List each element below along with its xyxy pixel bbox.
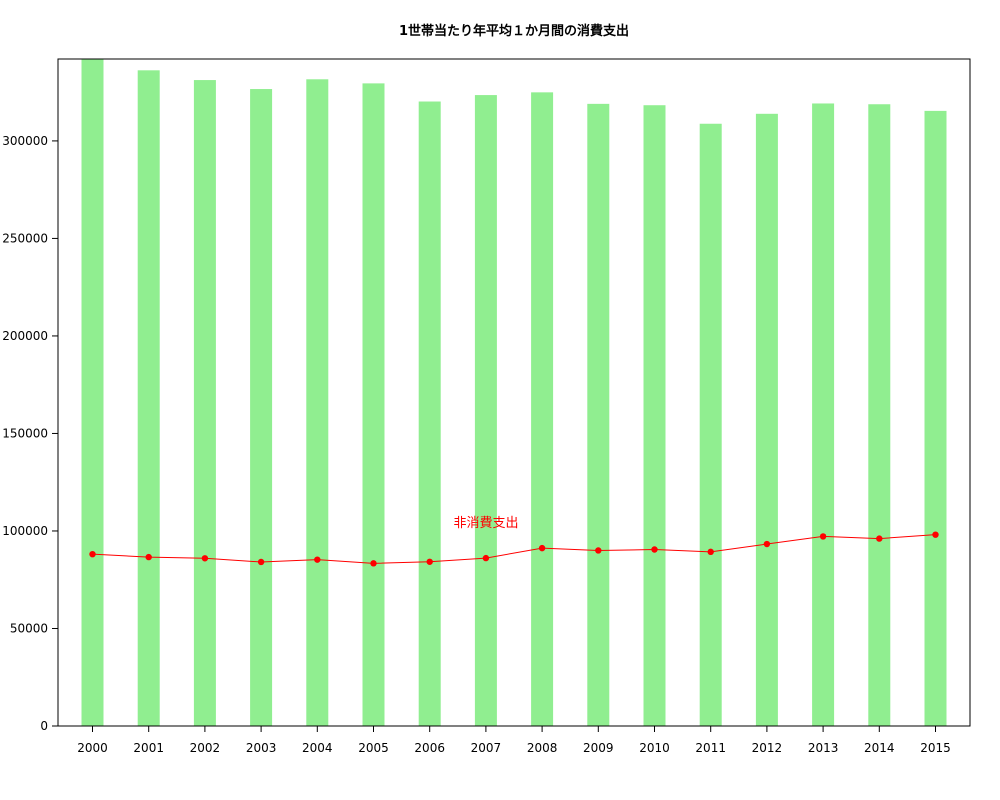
bar-2011 bbox=[699, 123, 722, 727]
line-point-2000 bbox=[89, 550, 96, 558]
x-tick-label-2015: 2015 bbox=[920, 741, 951, 755]
bar-2007 bbox=[474, 95, 497, 727]
line-point-2012 bbox=[763, 540, 771, 548]
bar-2008 bbox=[531, 92, 554, 727]
line-point-2002 bbox=[201, 555, 209, 562]
y-tick-label-50000: 50000 bbox=[10, 621, 48, 635]
line-point-2001 bbox=[145, 553, 152, 561]
line-point-2003 bbox=[257, 558, 265, 566]
x-tick-label-2007: 2007 bbox=[471, 741, 502, 755]
y-tick-label-100000: 100000 bbox=[2, 524, 48, 538]
plot-frame bbox=[57, 58, 971, 727]
x-tick-label-2004: 2004 bbox=[302, 741, 333, 755]
bar-2000 bbox=[81, 59, 104, 727]
x-tick-label-2006: 2006 bbox=[414, 741, 445, 755]
bar-2005 bbox=[362, 83, 385, 726]
bar-2009 bbox=[587, 103, 610, 726]
y-tick-label-250000: 250000 bbox=[2, 231, 48, 245]
x-tick-label-2001: 2001 bbox=[133, 741, 164, 755]
x-tick-label-2011: 2011 bbox=[695, 741, 726, 755]
x-tick-label-2008: 2008 bbox=[527, 741, 558, 755]
y-tick-label-200000: 200000 bbox=[2, 329, 48, 343]
line-point-2007 bbox=[482, 554, 490, 562]
line-series-annotation: 非消費支出 bbox=[453, 516, 518, 531]
x-tick-label-2009: 2009 bbox=[583, 741, 614, 755]
x-tick-label-2012: 2012 bbox=[752, 741, 783, 755]
bar-2003 bbox=[250, 89, 273, 727]
x-tick-label-2010: 2010 bbox=[639, 741, 670, 755]
bar-2015 bbox=[924, 110, 947, 726]
bar-2013 bbox=[812, 103, 835, 726]
line-point-2015 bbox=[932, 531, 939, 538]
bar-series bbox=[81, 59, 947, 727]
line-point-2014 bbox=[876, 535, 883, 542]
axes: 0 50000 100000 150000 200000 250000 300000 2000… bbox=[2, 58, 971, 755]
line-point-2006 bbox=[426, 558, 433, 565]
line-point-2009 bbox=[595, 547, 602, 554]
line-point-2008 bbox=[538, 544, 546, 552]
x-tick-label-2003: 2003 bbox=[246, 741, 277, 755]
line-point-2013 bbox=[819, 533, 827, 540]
bar-2012 bbox=[755, 113, 778, 726]
line-series bbox=[89, 531, 939, 567]
line-point-2011 bbox=[707, 548, 714, 556]
line-point-2010 bbox=[651, 546, 658, 553]
bar-2004 bbox=[306, 79, 329, 727]
chart-title: 1世帯当たり年平均１か月間の消費支出 bbox=[399, 23, 629, 39]
y-tick-label-300000: 300000 bbox=[2, 134, 48, 148]
y-tick-label-0: 0 bbox=[40, 719, 48, 733]
x-tick-label-2014: 2014 bbox=[864, 741, 895, 755]
bar-2006 bbox=[418, 101, 441, 727]
x-tick-label-2013: 2013 bbox=[808, 741, 839, 755]
x-tick-label-2002: 2002 bbox=[190, 741, 221, 755]
bar-2014 bbox=[868, 104, 891, 727]
line-point-2004 bbox=[314, 556, 321, 563]
bar-2002 bbox=[193, 80, 216, 726]
bar-2010 bbox=[643, 105, 666, 727]
x-tick-label-2005: 2005 bbox=[358, 741, 389, 755]
bar-2001 bbox=[137, 70, 160, 726]
line-point-2005 bbox=[370, 560, 377, 567]
y-tick-label-150000: 150000 bbox=[2, 426, 48, 440]
line-path bbox=[92, 534, 936, 564]
x-tick-label-2000: 2000 bbox=[77, 741, 108, 755]
